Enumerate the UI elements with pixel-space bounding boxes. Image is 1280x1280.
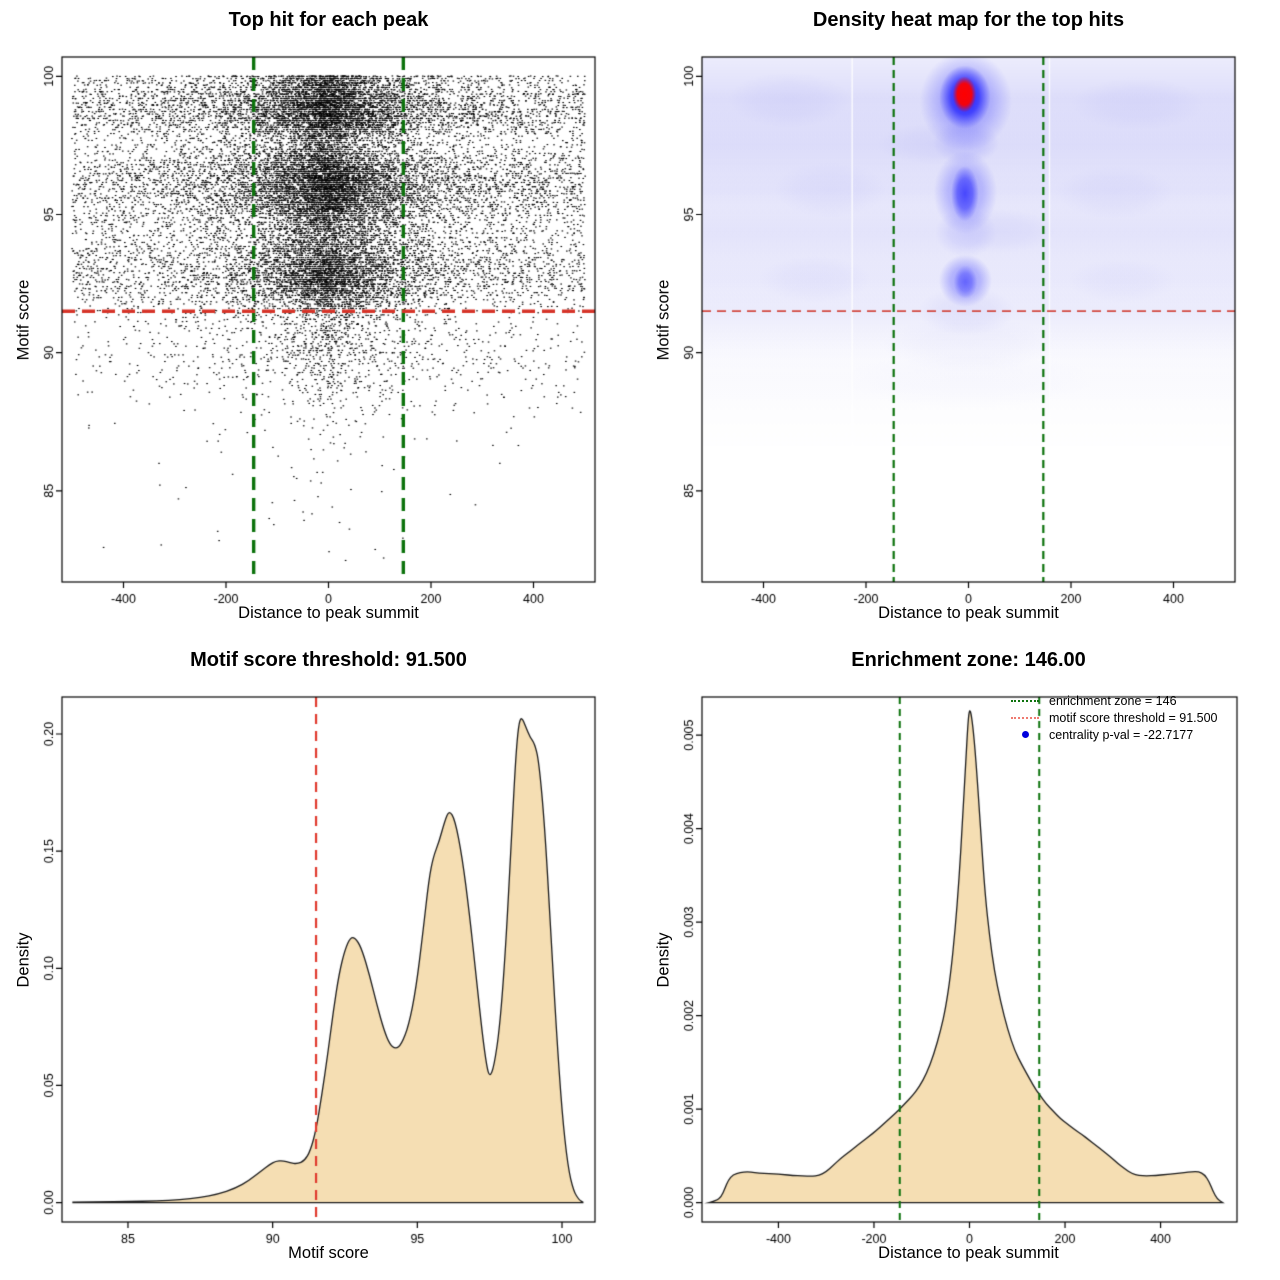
legend-label: enrichment zone = 146 — [1049, 693, 1177, 708]
blue-dot-marker — [1010, 731, 1040, 738]
chart-title: Top hit for each peak — [228, 9, 429, 31]
chart-title: Enrichment zone: 146.00 — [851, 649, 1086, 671]
legend-label: centrality p-val = -22.7177 — [1049, 727, 1194, 742]
heatmap-canvas — [640, 0, 1280, 640]
y-axis-label: Motif score — [14, 279, 33, 361]
red-dotted-line-marker — [1010, 716, 1040, 719]
panel-distance-density: Enrichment zone: 146.00 Distance to peak… — [640, 640, 1280, 1280]
panel-motif-score-density: Motif score threshold: 91.500 Motif scor… — [0, 640, 640, 1280]
x-axis-label: Distance to peak summit — [878, 604, 1059, 622]
y-axis-label: Density — [14, 932, 33, 988]
y-axis-label: Density — [654, 932, 673, 988]
scatter-plot-canvas — [0, 0, 640, 640]
y-axis-label: Motif score — [654, 279, 673, 361]
green-dotted-line-marker — [1010, 699, 1040, 702]
legend: enrichment zone = 146 motif score thresh… — [1010, 692, 1218, 743]
legend-item-motif-score-threshold: motif score threshold = 91.500 — [1010, 709, 1218, 726]
x-axis-label: Distance to peak summit — [878, 1244, 1059, 1262]
legend-item-enrichment-zone: enrichment zone = 146 — [1010, 692, 1218, 709]
panel-density-heatmap: Density heat map for the top hits Distan… — [640, 0, 1280, 640]
motif-density-canvas — [0, 640, 640, 1280]
legend-label: motif score threshold = 91.500 — [1049, 710, 1218, 725]
x-axis-label: Distance to peak summit — [238, 604, 419, 622]
x-axis-label: Motif score — [288, 1244, 369, 1262]
chart-title: Density heat map for the top hits — [812, 9, 1125, 31]
panel-top-hit-scatter: Top hit for each peak Distance to peak s… — [0, 0, 640, 640]
legend-item-centrality-pval: centrality p-val = -22.7177 — [1010, 726, 1218, 743]
chart-title: Motif score threshold: 91.500 — [190, 649, 467, 671]
distance-density-canvas — [640, 640, 1280, 1280]
